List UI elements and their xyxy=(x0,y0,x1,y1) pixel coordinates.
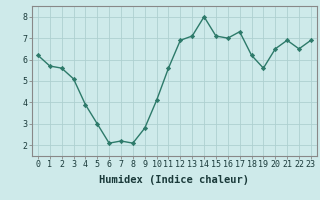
X-axis label: Humidex (Indice chaleur): Humidex (Indice chaleur) xyxy=(100,175,249,185)
